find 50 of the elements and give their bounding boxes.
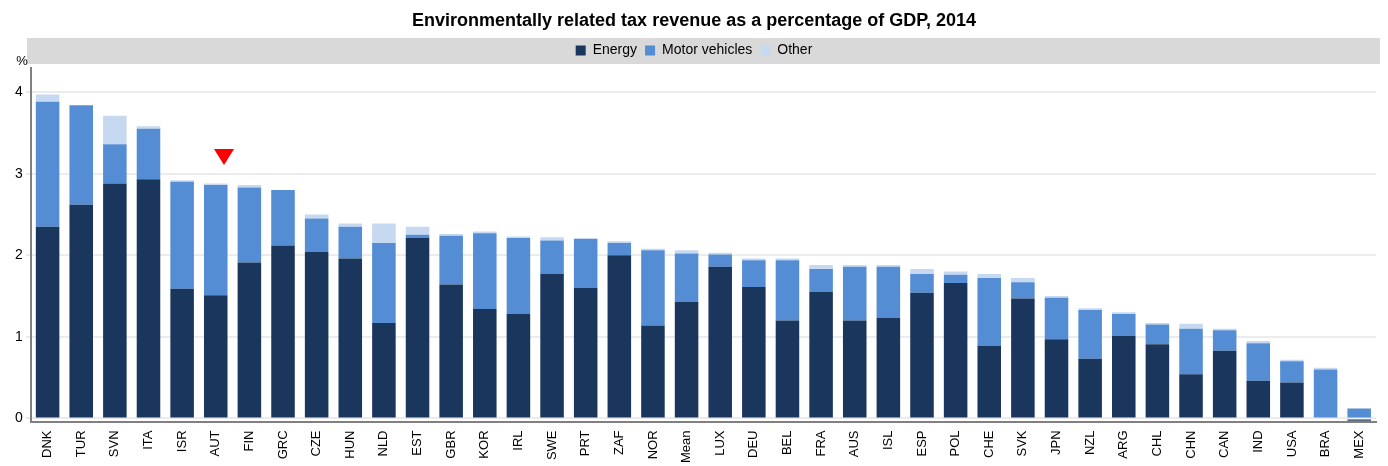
x-tick-label: CAN	[1216, 430, 1232, 458]
x-tick-label: JPN	[1048, 430, 1064, 456]
x-tick-label: ISL	[879, 430, 895, 450]
x-tick-label: SWE	[543, 430, 559, 461]
legend-label: Motor vehicles	[662, 41, 753, 58]
x-tick-label: NLD	[375, 430, 391, 457]
x-tick-label: PRT	[577, 430, 593, 457]
x-tick-label: FIN	[240, 430, 256, 452]
x-tick-label: CHL	[1148, 430, 1164, 457]
x-tick-label: POL	[947, 430, 963, 457]
x-tick-label: ISR	[173, 430, 189, 453]
x-tick-label: ARG	[1115, 430, 1131, 459]
x-tick-label: DEU	[745, 430, 761, 458]
x-tick-label: DNK	[39, 430, 55, 458]
x-tick-label: LUX	[711, 430, 727, 456]
x-tick-label: TUR	[72, 430, 88, 458]
x-tick-label: CZE	[308, 430, 324, 457]
y-tick-label: 1	[14, 327, 23, 344]
x-tick-label: SVN	[106, 430, 122, 458]
legend-label: Energy	[592, 41, 638, 58]
y-tick-label: 4	[14, 82, 23, 99]
x-tick-label: KOR	[476, 430, 492, 459]
x-tick-label: CHN	[1182, 430, 1198, 459]
chart-title: Environmentally related tax revenue as a percentage of GDP, 2014	[412, 9, 976, 30]
y-tick-label: 0	[14, 409, 23, 426]
x-tick-label: ITA	[140, 430, 156, 450]
y-tick-label: 3	[14, 164, 23, 181]
y-tick-label: 2	[14, 246, 23, 263]
x-tick-label: CHE	[980, 430, 996, 458]
x-tick-label: MEX	[1350, 430, 1366, 459]
x-tick-label: IND	[1249, 430, 1265, 453]
y-axis-title: %	[16, 53, 29, 69]
x-tick-label: SVK	[1014, 430, 1030, 457]
x-tick-label: GRC	[274, 430, 290, 460]
x-tick-label: BEL	[779, 430, 795, 456]
x-tick-label: NZL	[1081, 430, 1097, 456]
x-tick-label: BRA	[1317, 430, 1333, 458]
x-tick-label: ZAF	[610, 430, 626, 456]
x-tick-label: NOR	[644, 430, 660, 460]
x-tick-label: HUN	[341, 430, 357, 459]
legend-label: Other	[777, 41, 813, 58]
x-tick-label: FRA	[812, 430, 828, 457]
x-tick-label: ESP	[913, 430, 929, 457]
x-tick-label: AUT	[207, 430, 223, 457]
x-tick-label: EST	[409, 430, 425, 456]
x-tick-label: USA	[1283, 430, 1299, 458]
x-tick-label: GBR	[442, 430, 458, 459]
x-tick-label: IRL	[510, 430, 525, 451]
x-tick-label: Mean	[678, 430, 694, 464]
x-tick-label: AUS	[846, 430, 862, 458]
